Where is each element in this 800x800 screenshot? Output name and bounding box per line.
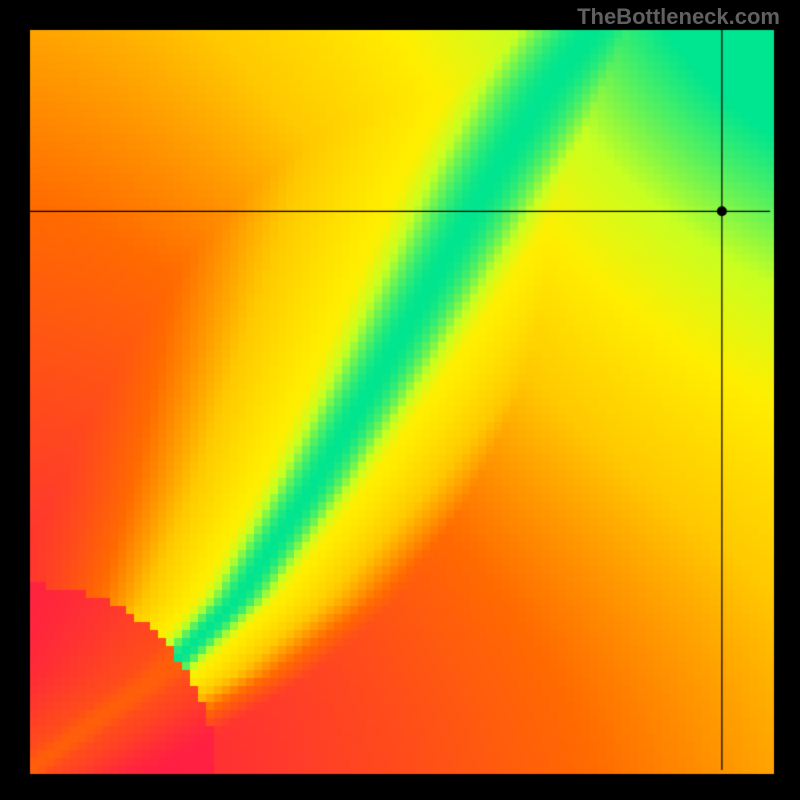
watermark-text: TheBottleneck.com <box>577 4 780 30</box>
chart-container: TheBottleneck.com <box>0 0 800 800</box>
heatmap-canvas <box>0 0 800 800</box>
